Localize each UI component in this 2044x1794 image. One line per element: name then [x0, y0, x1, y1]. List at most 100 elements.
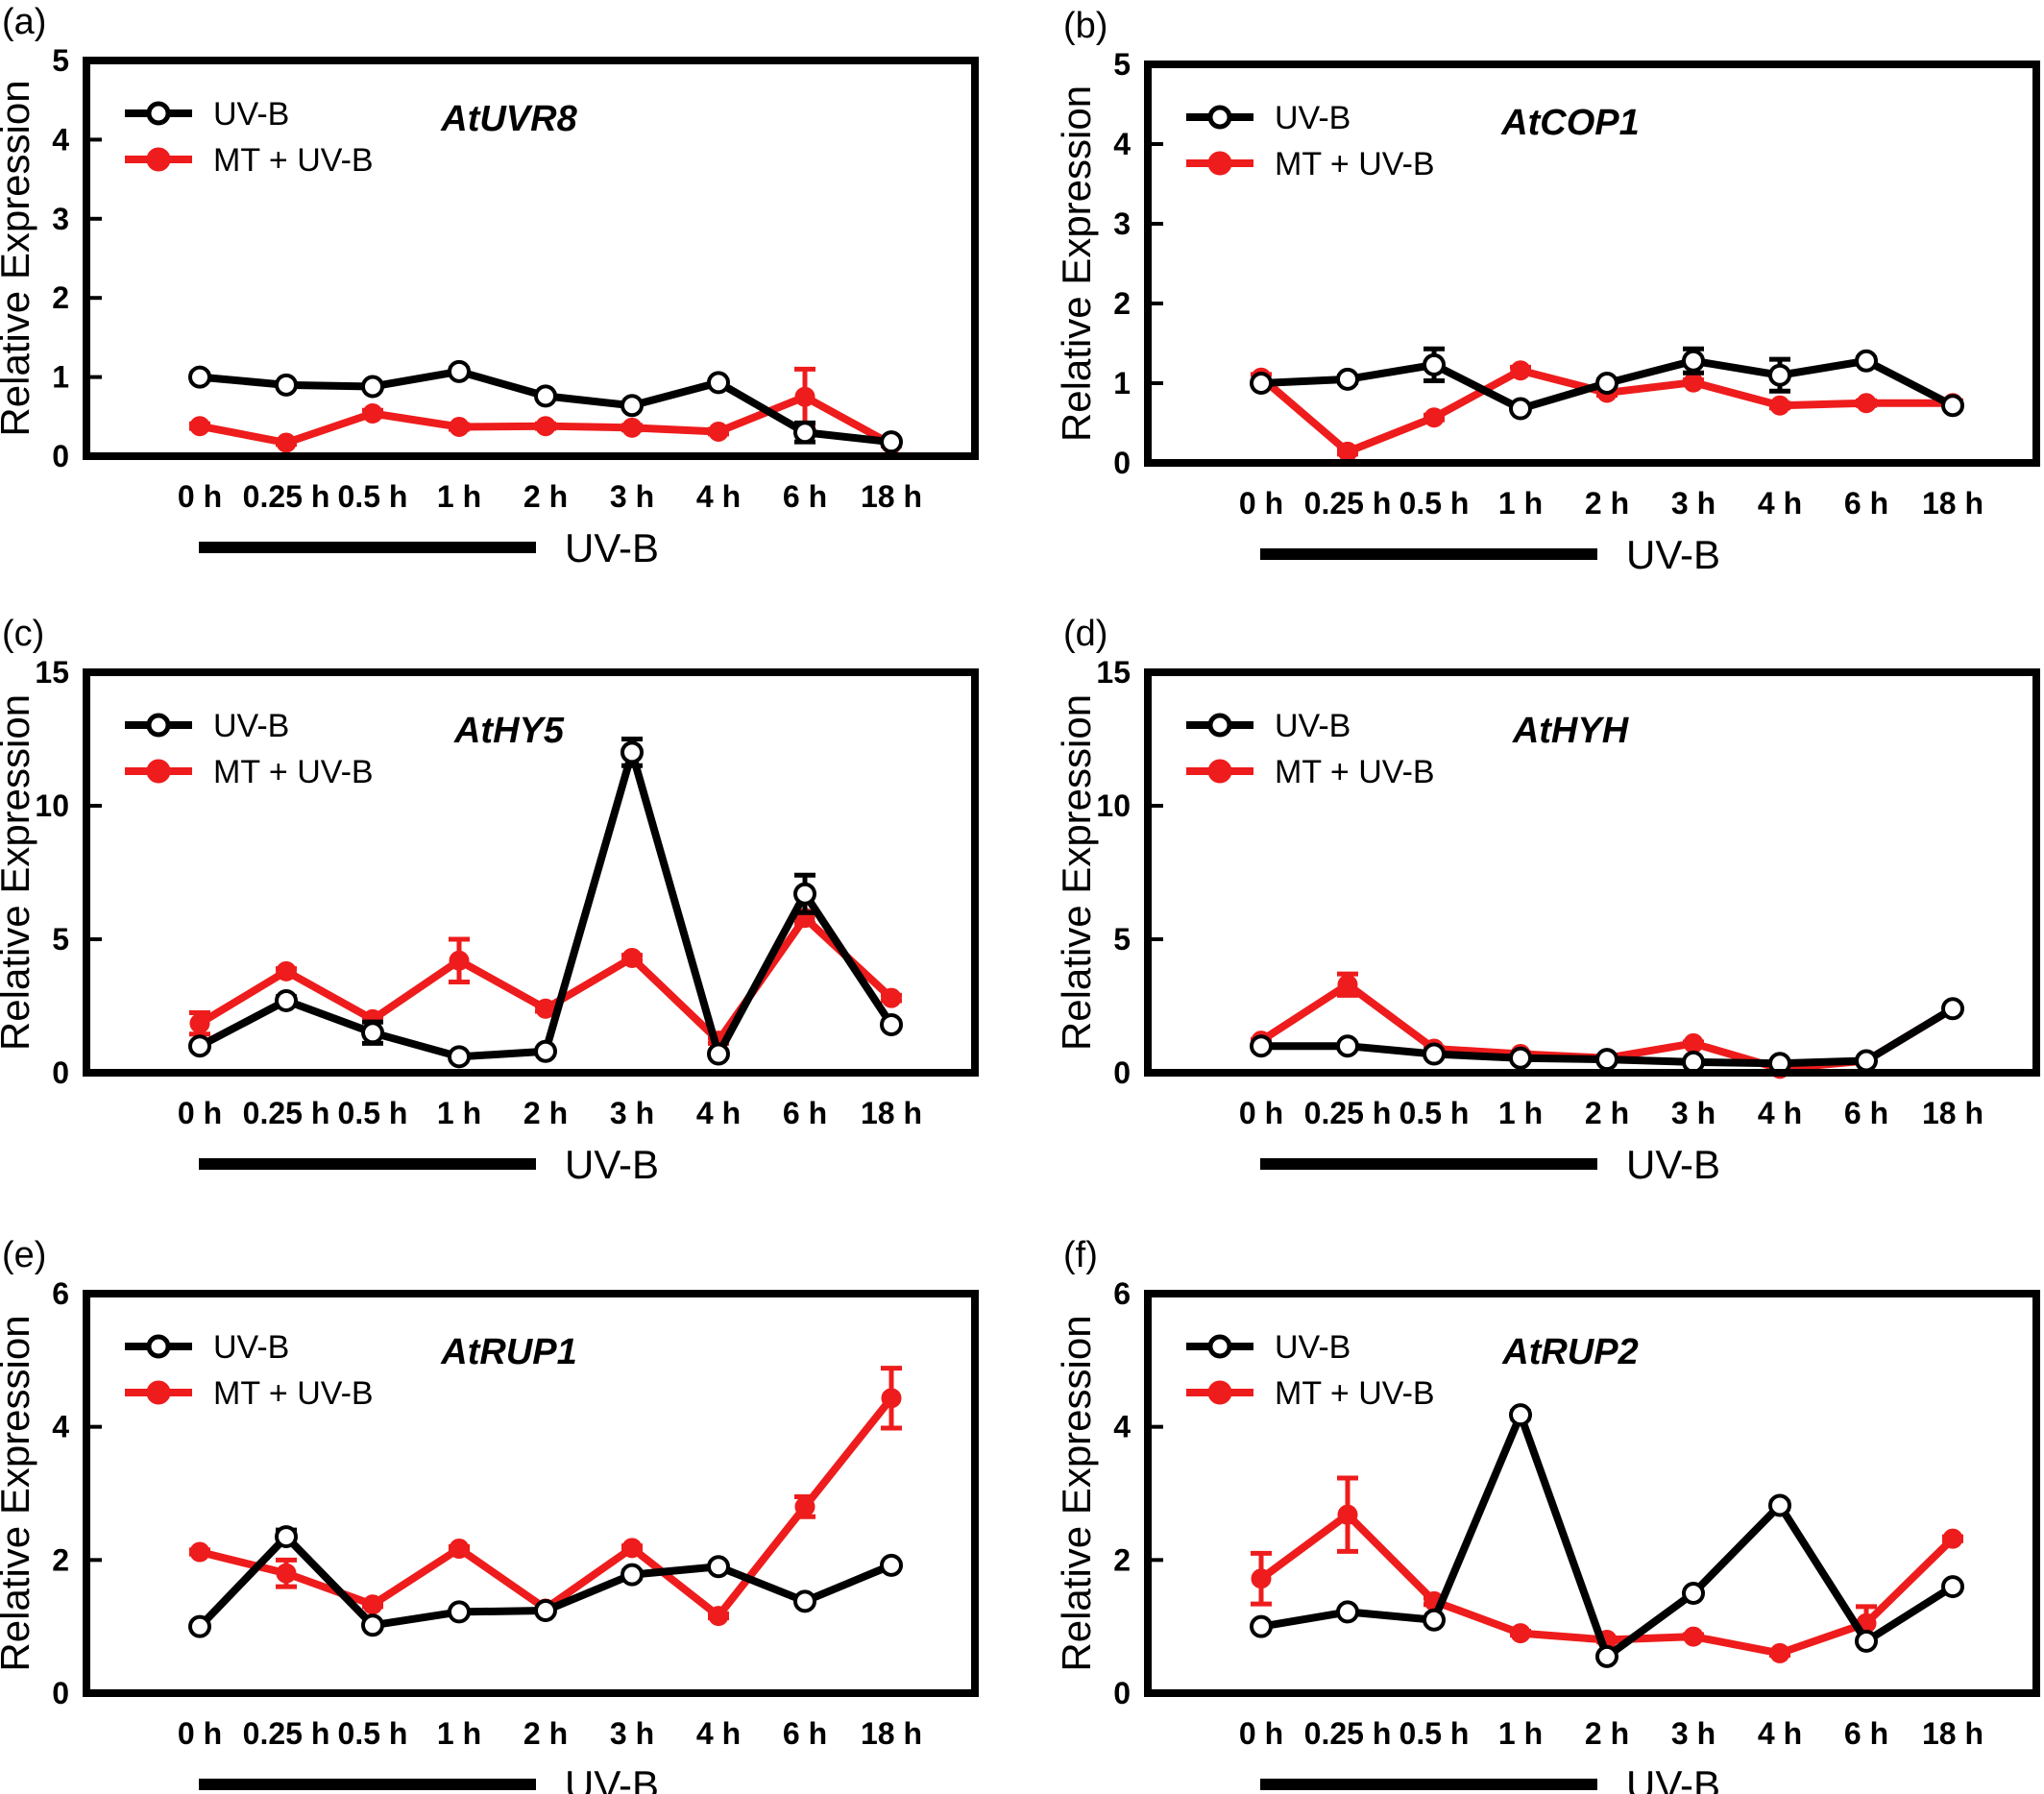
data-point	[275, 373, 298, 397]
y-tick-label: 6	[52, 1276, 69, 1311]
data-point	[1941, 997, 1964, 1021]
series-uvb	[1250, 1403, 1964, 1668]
plot-frame	[83, 1290, 979, 1697]
y-tick-label: 0	[1113, 1676, 1131, 1710]
uvb-treatment-label: UV-B	[565, 1142, 659, 1187]
x-tick-label: 6 h	[783, 1096, 827, 1130]
data-point	[275, 988, 298, 1012]
data-point	[1509, 397, 1532, 421]
data-point	[361, 375, 384, 399]
data-point	[707, 371, 730, 395]
data-point	[1682, 1582, 1705, 1605]
data-point	[1509, 1403, 1532, 1427]
data-point	[1855, 1049, 1878, 1073]
data-point	[189, 1013, 210, 1034]
data-point	[1510, 360, 1531, 381]
y-tick-label: 0	[1113, 446, 1131, 480]
x-tick-label: 0 h	[178, 479, 222, 514]
data-point	[1336, 367, 1359, 391]
data-point	[1683, 1626, 1704, 1647]
uvb-treatment-label: UV-B	[1626, 532, 1720, 577]
data-point	[1595, 372, 1618, 395]
legend-marker	[146, 713, 171, 738]
legend-label: UV-B	[1275, 100, 1350, 136]
data-point	[448, 1045, 471, 1069]
legend-marker	[146, 1380, 171, 1405]
data-point	[621, 417, 643, 438]
legend-marker	[1207, 713, 1232, 738]
series-uvb	[188, 737, 903, 1069]
x-tick-label: 0 h	[1239, 1716, 1283, 1751]
y-tick-label: 10	[1096, 788, 1131, 823]
series-uvb	[1250, 346, 1964, 421]
data-point	[1683, 372, 1704, 393]
plot-frame	[1144, 1290, 2040, 1697]
legend-label: UV-B	[213, 96, 289, 133]
y-axis-label: Relative Expression	[1054, 694, 1099, 1051]
plot-frame	[1144, 668, 2040, 1077]
data-point	[1424, 407, 1445, 428]
x-tick-label: 18 h	[861, 1716, 922, 1751]
data-point	[361, 1613, 384, 1637]
x-tick-label: 0 h	[178, 1096, 222, 1130]
data-point	[276, 1563, 297, 1584]
legend-marker	[1207, 151, 1232, 176]
data-point	[535, 416, 556, 437]
data-point	[535, 998, 556, 1019]
data-point	[793, 1589, 816, 1613]
x-tick-label: 18 h	[1922, 1716, 1983, 1751]
y-tick-label: 3	[52, 202, 69, 236]
data-point	[449, 1539, 470, 1560]
legend-label: MT + UV-B	[1275, 754, 1435, 790]
y-tick-label: 5	[52, 43, 69, 78]
x-tick-label: 0.5 h	[338, 479, 408, 514]
data-point	[1941, 1575, 1964, 1599]
chart-panel-5: (f) Relative Expression 0 2 4 6 0 h 0.25 h 0.5 h…	[1054, 1235, 2040, 1794]
y-tick-label: 6	[1113, 1276, 1131, 1311]
chart-panel-1: (b) Relative Expression 0 1 2 3 4 5 0 h 0.25 h 0.5…	[1054, 6, 2040, 577]
x-tick-label: 0.5 h	[1399, 1716, 1470, 1751]
data-point	[794, 386, 815, 407]
data-point	[707, 1555, 730, 1579]
y-tick-label: 2	[52, 280, 69, 315]
data-point	[1336, 1600, 1359, 1624]
y-axis-label: Relative Expression	[0, 694, 37, 1051]
data-point	[534, 384, 557, 408]
data-point	[1769, 395, 1790, 416]
x-tick-label: 4 h	[696, 1096, 741, 1130]
x-tick-label: 3 h	[1671, 1716, 1716, 1751]
series-uvb	[188, 359, 903, 454]
y-axis-label: Relative Expression	[0, 1315, 37, 1671]
legend-marker	[146, 147, 171, 172]
y-axis-label: Relative Expression	[1054, 85, 1099, 442]
legend-label: MT + UV-B	[213, 754, 374, 790]
series-line	[199, 1395, 895, 1620]
x-tick-label: 6 h	[783, 1716, 827, 1751]
x-tick-label: 0 h	[1239, 1096, 1283, 1130]
series-uvb	[1250, 997, 1964, 1076]
data-point	[880, 1012, 903, 1036]
x-tick-label: 2 h	[1585, 486, 1629, 521]
y-tick-label: 4	[1113, 1410, 1131, 1444]
data-point	[1768, 363, 1791, 387]
panel-letter: (c)	[2, 614, 44, 654]
legend-label: UV-B	[1275, 708, 1350, 744]
legend-marker	[1207, 105, 1232, 130]
panel-letter: (d)	[1063, 614, 1107, 654]
x-tick-label: 0.5 h	[1399, 486, 1470, 521]
data-point	[708, 421, 729, 442]
data-point	[1856, 393, 1877, 414]
x-tick-label: 18 h	[861, 1096, 922, 1130]
x-tick-label: 1 h	[437, 1716, 481, 1751]
y-tick-label: 15	[1096, 655, 1131, 690]
y-tick-label: 0	[52, 1055, 69, 1090]
y-tick-label: 4	[1113, 127, 1131, 161]
data-point	[620, 394, 644, 418]
data-point	[361, 1021, 384, 1045]
y-tick-label: 3	[1113, 206, 1131, 241]
x-tick-label: 2 h	[523, 479, 568, 514]
x-tick-label: 6 h	[1844, 1096, 1888, 1130]
data-point	[880, 430, 903, 454]
x-tick-label: 0.25 h	[243, 1716, 330, 1751]
data-point	[189, 416, 210, 437]
